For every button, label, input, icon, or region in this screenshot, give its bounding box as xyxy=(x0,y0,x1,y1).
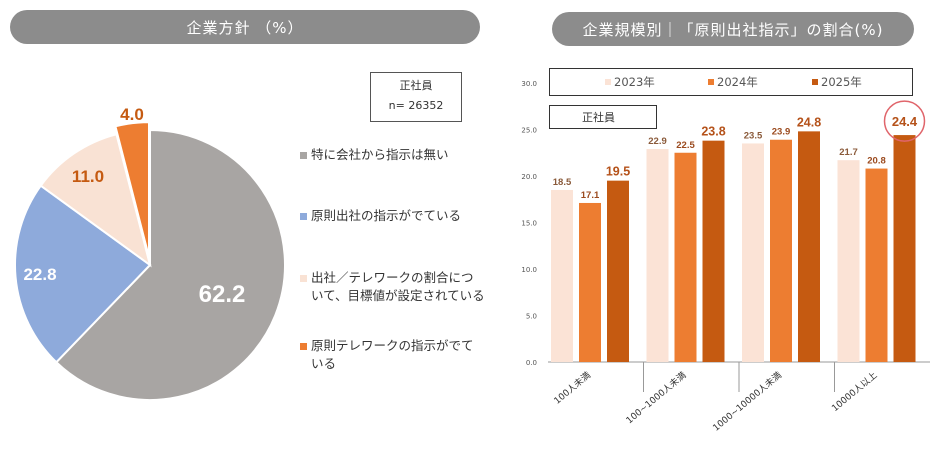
legend-label: 原則出社の指示がでている xyxy=(311,208,462,223)
bar-data-label: 22.9 xyxy=(648,136,667,147)
pie-slice xyxy=(39,133,152,268)
pie-slice xyxy=(54,128,286,401)
pie-legend-item-no-instruction: 特に会社から指示は無い xyxy=(300,146,485,164)
bar-data-label: 23.9 xyxy=(772,127,791,138)
legend-label: 出社／テレワークの割合について、目標値が設定されている xyxy=(311,270,485,303)
bar xyxy=(579,202,601,362)
pie-data-label: 4.0 xyxy=(120,105,144,124)
legend-label: 特に会社から指示は無い xyxy=(311,147,449,162)
pie-chart: 62.2 22.8 11.0 4.0 xyxy=(14,105,286,401)
legend-marker xyxy=(300,343,307,350)
x-category-label: 10000人以上 xyxy=(830,370,880,414)
legend-marker xyxy=(300,213,307,220)
pie-data-label: 62.2 xyxy=(199,281,246,308)
bar-data-label: 18.5 xyxy=(553,177,572,188)
bar-subtitle-box: 正社員 xyxy=(549,105,657,129)
pie-data-label: 22.8 xyxy=(23,265,56,284)
highlight-circle xyxy=(883,100,926,142)
bar xyxy=(865,168,888,362)
bar-legend-2024: 2024年 xyxy=(708,74,758,90)
bar xyxy=(551,189,573,362)
y-tick-label: 10.0 xyxy=(521,266,537,274)
y-tick-label: 5.0 xyxy=(526,313,537,321)
note-employment-type: 正社員 xyxy=(399,79,433,92)
bar-legend-2023: 2023年 xyxy=(605,74,655,90)
bar-data-label: 23.5 xyxy=(744,130,763,141)
legend-label: 原則テレワークの指示がでている xyxy=(311,338,474,371)
y-tick-label: 30.0 xyxy=(521,80,537,88)
bar xyxy=(893,135,916,362)
y-tick-label: 20.0 xyxy=(521,173,537,181)
note-sample-size: n= 26352 xyxy=(388,99,444,112)
bar-data-label: 22.5 xyxy=(676,140,695,151)
bar xyxy=(742,143,764,362)
x-category-label: 1000~10000人未満 xyxy=(710,369,784,434)
pie-legend-item-ratio-target: 出社／テレワークの割合について、目標値が設定されている xyxy=(300,269,485,305)
bar-data-label: 23.8 xyxy=(701,125,725,139)
bar xyxy=(798,131,820,362)
bar xyxy=(770,139,792,362)
x-category-label: 100人未満 xyxy=(551,369,593,407)
bar-data-label: 24.8 xyxy=(797,115,821,129)
bar xyxy=(837,160,860,362)
y-tick-label: 25.0 xyxy=(521,127,537,135)
bar-data-label: 20.8 xyxy=(867,156,886,167)
bar-legend: 2023年 2024年 2025年 xyxy=(549,68,913,96)
bar xyxy=(646,149,669,362)
bar-data-label: 19.5 xyxy=(606,165,630,179)
pie-data-label: 11.0 xyxy=(72,167,104,186)
bar-data-label: 21.7 xyxy=(839,147,858,158)
pie-slice xyxy=(114,121,150,258)
pie-slice xyxy=(14,184,152,364)
pie-legend-item-telework: 原則テレワークの指示がでている xyxy=(300,337,485,373)
y-tick-label: 15.0 xyxy=(521,220,537,228)
sample-note: 正社員 n= 26352 xyxy=(370,72,462,122)
bar-data-label: 17.1 xyxy=(581,190,600,201)
pie-legend-item-office: 原則出社の指示がでている xyxy=(300,207,485,225)
bar xyxy=(674,152,697,362)
legend-marker xyxy=(300,152,307,159)
bar xyxy=(702,140,725,362)
bar xyxy=(607,180,629,362)
legend-marker xyxy=(300,275,307,282)
x-category-label: 100~1000人未満 xyxy=(624,369,689,426)
y-tick-label: 0.0 xyxy=(526,359,537,367)
bar-panel-title: 企業規模別｜「原則出社指示」の割合(%) xyxy=(552,12,914,46)
pie-panel-title: 企業方針 （%） xyxy=(10,10,480,44)
bar-legend-2025: 2025年 xyxy=(812,74,862,90)
bar-data-label: 24.4 xyxy=(892,114,918,129)
